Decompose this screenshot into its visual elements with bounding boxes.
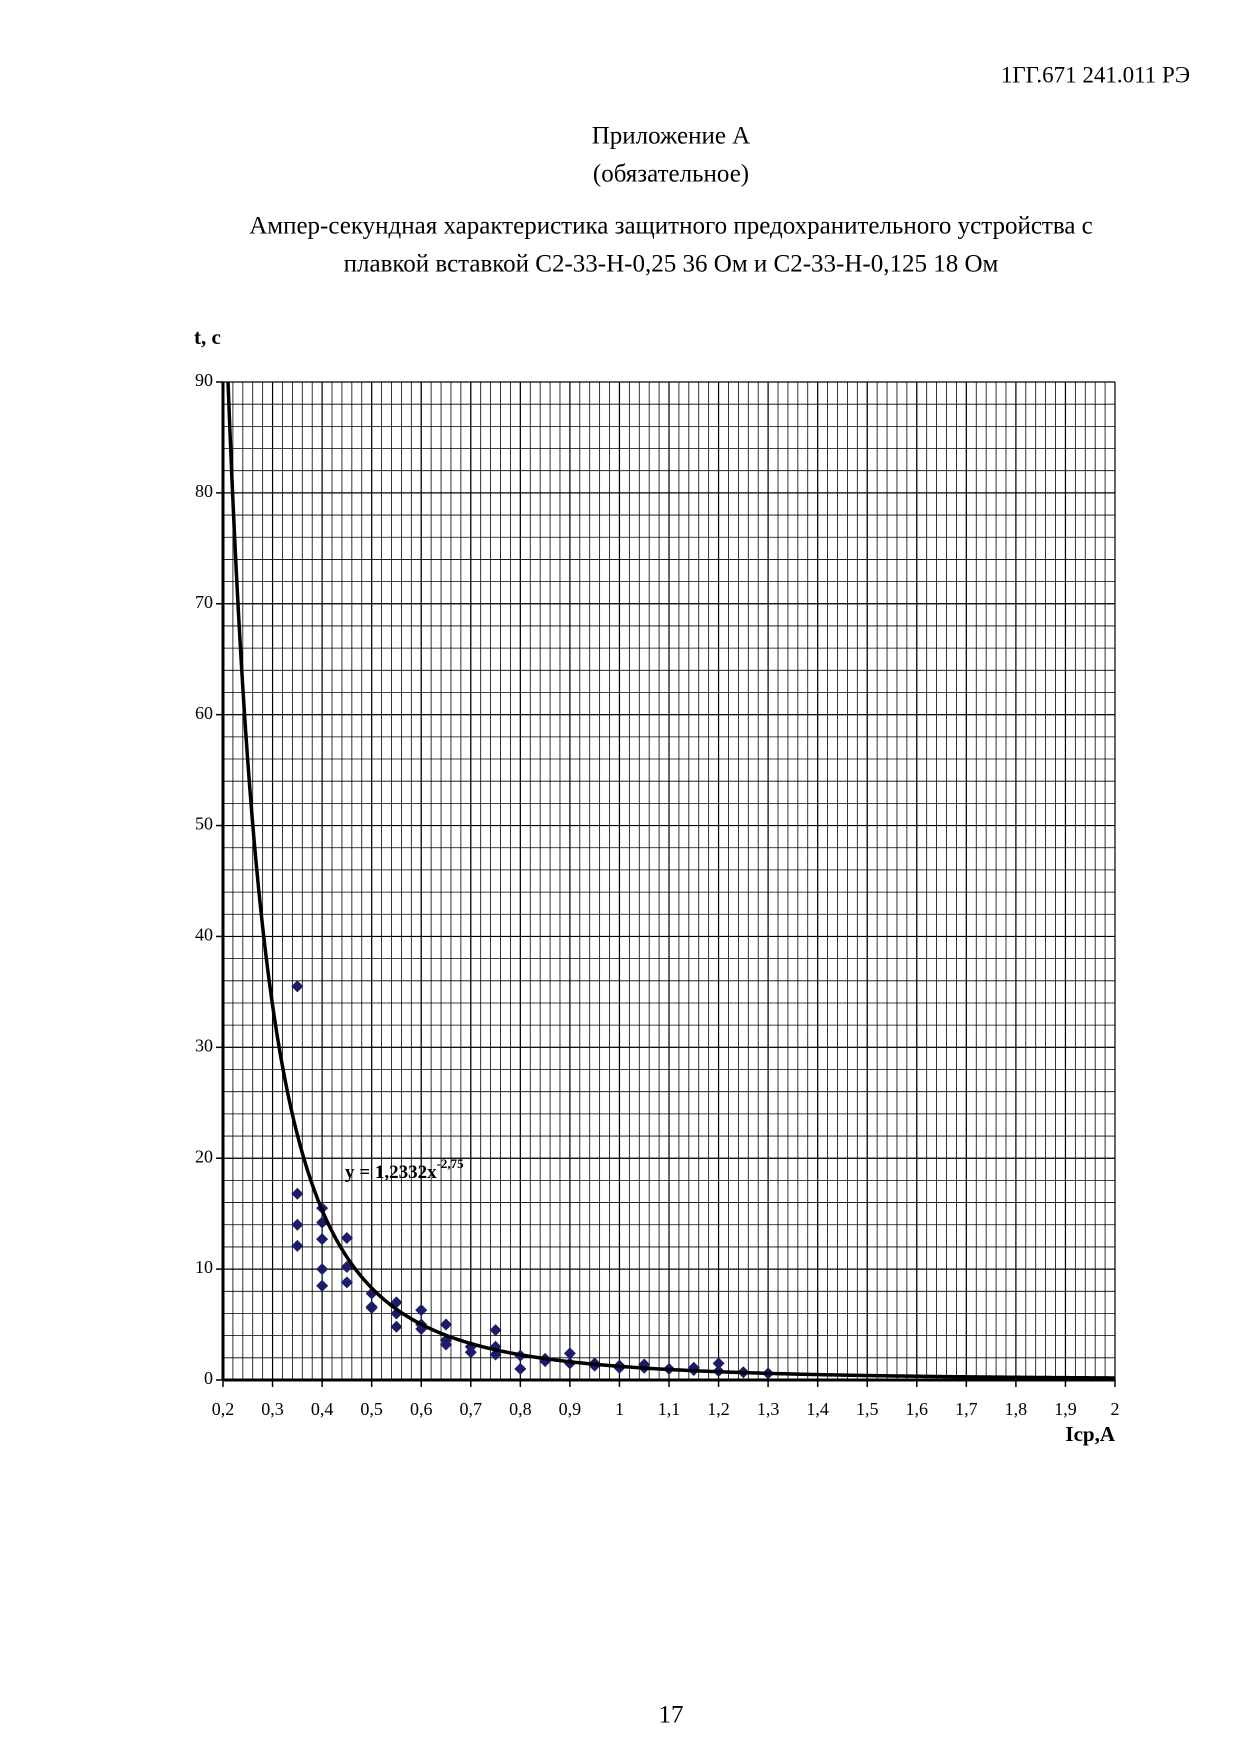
y-tick-label: 10 <box>195 1257 213 1277</box>
x-tick-label: 1,5 <box>856 1399 879 1419</box>
data-point <box>340 1232 353 1245</box>
x-tick-label: 1,3 <box>757 1399 780 1419</box>
appendix-title: Приложение А <box>592 123 750 150</box>
trendline-equation: y = 1,2332x-2,75 <box>345 1156 464 1183</box>
y-tick-label: 20 <box>195 1146 213 1166</box>
x-tick-label: 0,9 <box>559 1399 582 1419</box>
data-point <box>291 1239 304 1252</box>
x-tick-label: 0,8 <box>509 1399 532 1419</box>
y-tick-label: 80 <box>195 481 213 501</box>
x-tick-label: 1,8 <box>1005 1399 1028 1419</box>
data-point <box>316 1263 329 1276</box>
data-point <box>340 1276 353 1289</box>
y-tick-label: 30 <box>195 1035 213 1055</box>
x-tick-label: 0,2 <box>212 1399 235 1419</box>
x-tick-label: 2 <box>1111 1399 1120 1419</box>
x-tick-label: 0,6 <box>410 1399 433 1419</box>
y-tick-label: 60 <box>195 703 213 723</box>
x-tick-label: 0,7 <box>460 1399 483 1419</box>
data-point <box>440 1318 452 1331</box>
y-tick-label: 70 <box>195 592 213 612</box>
caption-line: плавкой вставкой С2-33-Н-0,25 36 Ом и С2… <box>344 251 999 278</box>
page-number: 17 <box>659 1702 684 1729</box>
data-point <box>514 1362 527 1375</box>
y-axis-label: t, c <box>194 325 221 349</box>
y-tick-label: 50 <box>195 814 213 834</box>
data-point <box>489 1324 502 1337</box>
data-point <box>316 1279 329 1292</box>
y-tick-label: 40 <box>195 925 213 945</box>
data-point <box>415 1304 428 1317</box>
x-tick-label: 0,5 <box>360 1399 383 1419</box>
plot <box>226 382 1115 1380</box>
trendline <box>226 382 1115 1380</box>
y-tick-label: 90 <box>195 370 213 390</box>
grid: 0,2 0,3 0,4 0,5 0,6 0,7 0,8 0,9 1 1,1 1,2 1,3 1,4 1,5… <box>195 370 1120 1419</box>
x-tick-label: 1,4 <box>806 1399 829 1419</box>
x-tick-label: 0,4 <box>311 1399 334 1419</box>
x-axis-label: Icp,A <box>1065 1422 1115 1446</box>
x-tick-label: 1,7 <box>955 1399 978 1419</box>
x-tick-label: 1,9 <box>1054 1399 1077 1419</box>
data-point <box>712 1357 725 1370</box>
equation-exponent: -2,75 <box>437 1156 465 1171</box>
data-point <box>291 1187 304 1200</box>
data-point <box>365 1301 378 1314</box>
data-point <box>440 1338 452 1351</box>
x-tick-label: 0,3 <box>261 1399 284 1419</box>
appendix-subtitle: (обязательное) <box>593 161 749 188</box>
data-point <box>291 980 304 993</box>
data-point <box>291 1218 304 1231</box>
data-point <box>316 1233 329 1246</box>
x-tick-label: 1,2 <box>707 1399 730 1419</box>
data-point <box>563 1347 576 1360</box>
x-tick-label: 1,1 <box>658 1399 681 1419</box>
data-point <box>464 1346 477 1359</box>
equation-text: y = 1,2332x <box>345 1162 437 1183</box>
data-point <box>390 1320 403 1333</box>
x-tick-label: 1,6 <box>906 1399 929 1419</box>
doc-code: 1ГГ.671 241.011 РЭ <box>1001 62 1190 87</box>
x-tick-label: 1 <box>615 1399 624 1419</box>
caption-line: Ампер-секундная характеристика защитного… <box>249 213 1093 240</box>
y-tick-label: 0 <box>204 1368 213 1388</box>
